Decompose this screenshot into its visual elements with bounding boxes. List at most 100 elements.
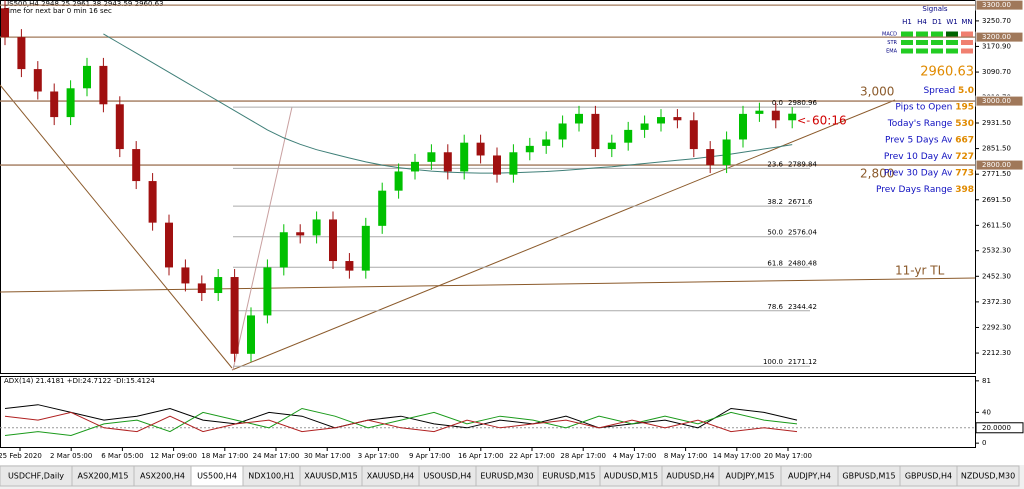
adx-tick-label: 0 [982,439,986,447]
info-item: Prev Days Range 398 [876,185,974,195]
level-tag: 2800.00 [982,161,1011,169]
adx-level-tag-bg [975,422,1024,434]
info-label: Pips to Open [895,102,952,112]
candle-body [66,88,75,118]
tab-label: US500,H4 [197,472,237,481]
candle-body [558,123,567,140]
fib-price: 2480.48 [788,259,817,267]
candle-body [525,145,534,153]
level-tag-bg [975,95,1024,107]
tab[interactable]: XAUUSD,H4 [361,465,420,487]
candle-body [476,142,485,156]
signal-cell [916,48,928,54]
long-trend-line [0,277,976,293]
signal-column: MN [961,18,972,26]
candle-body [673,117,682,121]
tab[interactable]: XAUUSD,M15 [299,465,363,487]
tab-label: USOUSD,H4 [424,472,472,481]
y-tick-label: 3170.90 [982,42,1011,50]
info-label: Prev Days Range [876,185,953,195]
candle-body [83,65,91,89]
candle-body [460,142,469,172]
candle-body [657,117,665,124]
candle-body [197,283,206,294]
candle-body [148,181,157,223]
x-tick-label: 12 Mar 09:00 [150,452,197,460]
candle-body [591,113,600,150]
tab[interactable]: USOUSD,H4 [418,465,477,487]
tab-label: NZDUSD,M30 [961,472,1015,481]
signal-cell [946,48,958,54]
signals-title: Signals [922,5,948,13]
fib-level: 38.2 [767,198,783,206]
signal-cell [901,40,913,45]
level-tag-bg [975,159,1024,171]
tab[interactable]: ASX200,H4 [133,465,192,487]
signal-row-name: MACD [882,32,897,38]
signal-cell [961,31,973,37]
signal-cell [916,31,928,37]
y-tick-label: 2372.30 [982,298,1011,306]
signal-cell [931,48,943,54]
tab[interactable]: AUDJPY,H4 [780,465,839,487]
tab[interactable]: USDCHF,Daily [0,465,73,487]
candle-body [115,104,124,150]
candle-body [427,152,436,162]
signal-cell [931,31,943,37]
tab-label: ASX200,M15 [78,472,129,481]
signal-cell [901,48,913,54]
candle-body [493,155,501,175]
candle-body [50,91,59,118]
tab[interactable]: ASX200,M15 [71,465,135,487]
signal-cell [931,40,943,45]
y-tick-label: 2691.50 [982,196,1011,204]
signal-row-name: EMA [886,49,897,55]
x-tick-label: 3 Apr 17:00 [358,452,399,460]
candle-body [722,139,731,166]
fib-level: 23.6 [767,160,783,168]
y-tick-label: 3250.70 [982,17,1011,25]
x-tick-label: 16 Apr 17:00 [458,452,504,460]
y-tick-label: 2931.50 [982,119,1011,127]
fib-level: 50.0 [767,229,783,237]
y-tick-label: 2452.30 [982,272,1011,280]
tab[interactable]: AUDUSD,M15 [599,465,663,487]
tab[interactable]: EURUSD,M15 [537,465,601,487]
x-tick-label: 4 May 17:00 [613,452,657,460]
trendline-label: 11-yr TL [895,264,945,278]
info-label: Prev 10 Day Av [884,152,953,162]
fib-level: 78.6 [767,303,783,311]
candle-body [33,69,42,92]
price-frame [0,0,976,374]
tab[interactable]: GBPUSD,M15 [837,465,901,487]
tab-label: AUDUSD,M15 [604,472,658,481]
y-tick-label: 2771.50 [982,170,1011,178]
candle-body [312,219,321,236]
fib-price: 2789.84 [788,160,817,168]
tab[interactable]: AUDJPY,M15 [718,465,782,487]
signal-column: H1 [902,18,912,26]
tab[interactable]: GBPUSD,H4 [899,465,958,487]
x-tick-label: 8 May 17:00 [664,452,708,460]
candle-body [624,129,633,143]
level-label: 3,000 [860,85,894,99]
candle-body [329,219,337,262]
x-tick-label: 2 Mar 05:00 [50,452,92,460]
candle-body [443,152,452,172]
y-tick-label: 2851.50 [982,145,1011,153]
tab[interactable]: NDX100,H1 [242,465,301,487]
signal-cell [916,40,928,45]
candle-body [296,232,305,236]
info-value: 5.0 [958,86,974,96]
tab-label: AUDJPY,H4 [788,472,831,481]
level-label: 2,800 [860,167,894,181]
fib-price: 2671.6 [788,198,813,206]
tab[interactable]: EURUSD,M30 [475,465,539,487]
signal-cell [946,40,958,45]
level-tag-bg [975,31,1024,43]
tab[interactable]: NZDUSD,M30 [956,465,1020,487]
fib-level: 0.0 [772,99,783,107]
tab[interactable]: US500,H4 [190,465,244,487]
tab[interactable]: AUDUSD,H4 [661,465,720,487]
